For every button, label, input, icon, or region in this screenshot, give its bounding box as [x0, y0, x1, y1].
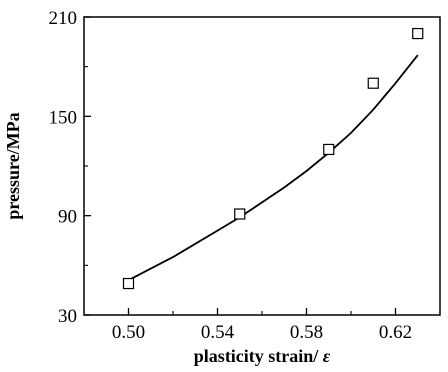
x-axis-title-text: plasticity strain/ [194, 346, 323, 366]
y-tick-label: 90 [58, 207, 77, 228]
y-axis-ticks [84, 16, 91, 316]
x-tick-label: 0.50 [112, 322, 145, 343]
x-tick-label: 0.62 [379, 322, 412, 343]
y-tick-label: 210 [49, 8, 78, 29]
data-point [412, 27, 424, 40]
data-point [323, 143, 335, 156]
x-tick-label: 0.58 [290, 322, 323, 343]
y-tick-label: 30 [58, 306, 77, 327]
x-axis-ticks [127, 308, 397, 315]
y-axis-title: pressure/MPa [3, 112, 23, 219]
y-tick-label: 150 [49, 107, 78, 128]
data-markers [122, 27, 424, 290]
x-axis-title: plasticity strain/ ε [194, 346, 331, 366]
plot-frame [83, 16, 441, 316]
fit-curve [128, 54, 419, 281]
data-point [367, 77, 379, 89]
data-point [122, 277, 135, 290]
x-axis-title-symbol: ε [323, 346, 331, 366]
x-axis-tick-labels: 0.50 0.54 0.58 0.62 [112, 322, 412, 343]
data-point [234, 208, 246, 220]
x-tick-label: 0.54 [201, 322, 235, 343]
y-axis-tick-labels: 30 90 150 210 [49, 8, 78, 327]
